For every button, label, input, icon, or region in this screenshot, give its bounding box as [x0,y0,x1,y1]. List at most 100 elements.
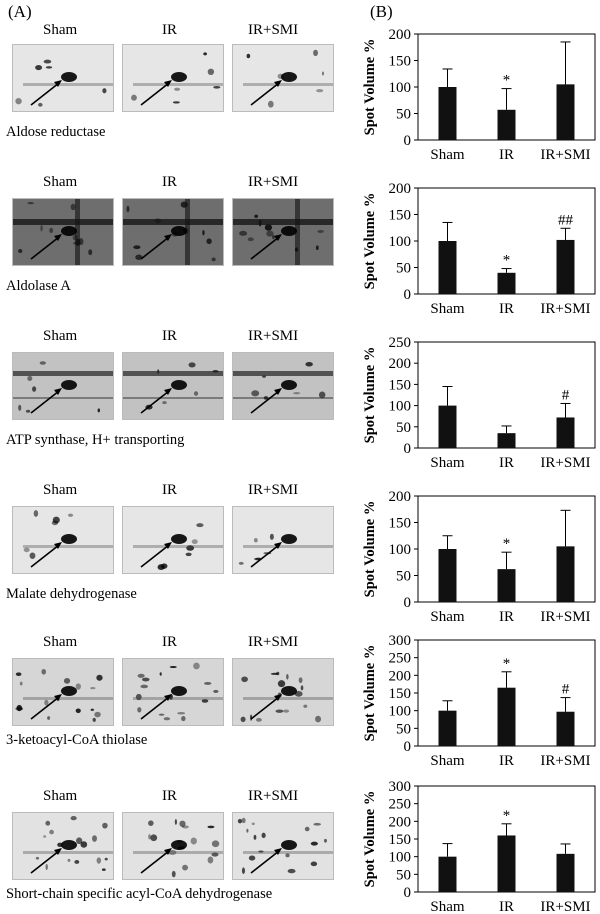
bar [438,710,457,746]
bar-chart: 0 50 100 150 200 Spot Volume % Sham * IR ## IR+SMI [362,181,596,316]
y-tick-label: 300 [389,633,412,649]
y-tick-label: 50 [396,420,411,436]
y-tick-label: 0 [404,885,412,901]
y-axis-label: Spot Volume % [362,193,378,290]
blot-group-label: IR [162,634,177,650]
y-tick-label: 0 [404,287,412,303]
y-tick-label: 150 [389,54,412,70]
y-tick-label: 50 [396,107,411,123]
bar [497,109,516,140]
blot-group-label: IR+SMI [248,482,299,498]
blot-group-label: Sham [43,174,78,190]
protein-name: Malate dehydrogenase [6,586,137,602]
y-tick-label: 50 [396,721,411,737]
x-tick-label: IR [499,609,514,624]
y-tick-label: 150 [389,832,412,848]
protein-name: Short-chain specific acyl-CoA dehydrogen… [6,886,273,902]
x-tick-label: IR+SMI [540,455,590,470]
x-tick-label: Sham [430,609,465,624]
significance-marker: # [562,682,570,698]
gel-blot-image [12,812,114,880]
blot-group-label: IR [162,328,177,344]
bar-chart: 0 50 100 150 200 Spot Volume % Sham * IR IR+SMI [362,27,596,162]
y-tick-label: 300 [389,779,412,795]
blot-group-label: IR+SMI [248,788,299,804]
y-tick-label: 50 [396,569,411,585]
y-axis-label: Spot Volume % [362,347,378,444]
x-tick-label: IR [499,899,514,914]
bar [438,241,457,294]
blot-group-label: IR+SMI [248,328,299,344]
y-tick-label: 0 [404,595,412,611]
bar [497,569,516,602]
y-tick-label: 100 [389,542,412,558]
y-tick-label: 100 [389,80,412,96]
bar [556,84,575,140]
blot-group-label: Sham [43,634,78,650]
y-tick-label: 200 [389,668,412,684]
bar [556,417,575,448]
bar [438,87,457,140]
y-tick-label: 0 [404,441,412,457]
gel-blot-image [12,198,114,266]
y-tick-label: 250 [389,797,412,813]
blot-group-label: IR [162,174,177,190]
y-tick-label: 150 [389,686,412,702]
x-tick-label: IR+SMI [540,301,590,316]
gel-blot-image [12,658,114,726]
gel-blot-image [232,44,334,112]
x-tick-label: IR+SMI [540,899,590,914]
gel-blot-image [12,352,114,420]
gel-blot-image [122,658,224,726]
bar [438,549,457,602]
y-tick-label: 200 [389,489,412,505]
y-tick-label: 200 [389,181,412,197]
significance-marker: * [503,73,511,89]
x-tick-label: Sham [430,301,465,316]
y-tick-label: 100 [389,704,412,720]
gel-blot-image [232,506,334,574]
y-tick-label: 250 [389,335,412,351]
y-tick-label: 50 [396,261,411,277]
blot-group-label: IR+SMI [248,634,299,650]
y-tick-label: 100 [389,399,412,415]
gel-blot-image [122,198,224,266]
x-tick-label: IR [499,147,514,162]
bar [438,856,457,892]
y-tick-label: 150 [389,377,412,393]
gel-blot-image [232,812,334,880]
blot-group-label: Sham [43,328,78,344]
panel-label-b: (B) [370,2,393,21]
y-tick-label: 0 [404,133,412,149]
x-tick-label: Sham [430,899,465,914]
gel-blot-image [122,812,224,880]
bar [438,405,457,448]
y-tick-label: 200 [389,814,412,830]
x-tick-label: IR+SMI [540,147,590,162]
y-tick-label: 0 [404,739,412,755]
bar [497,272,516,294]
panel-label-a: (A) [8,2,32,21]
y-axis-label: Spot Volume % [362,39,378,136]
blot-group-label: IR+SMI [248,174,299,190]
blot-group-label: IR [162,22,177,38]
protein-name: Aldose reductase [6,124,106,140]
gel-blot-image [232,658,334,726]
significance-marker: # [562,387,570,403]
significance-marker: * [503,536,511,552]
gel-blot-image [232,352,334,420]
bar [497,835,516,892]
gel-blot-image [12,506,114,574]
x-tick-label: IR [499,301,514,316]
x-tick-label: Sham [430,455,465,470]
blot-group-label: Sham [43,482,78,498]
significance-marker: * [503,253,511,269]
protein-name: ATP synthase, H+ transporting [6,432,185,448]
gel-blot-image [122,44,224,112]
x-tick-label: Sham [430,753,465,768]
gel-blot-image [122,352,224,420]
x-tick-label: IR+SMI [540,753,590,768]
x-tick-label: IR [499,455,514,470]
y-axis-label: Spot Volume % [362,791,378,888]
